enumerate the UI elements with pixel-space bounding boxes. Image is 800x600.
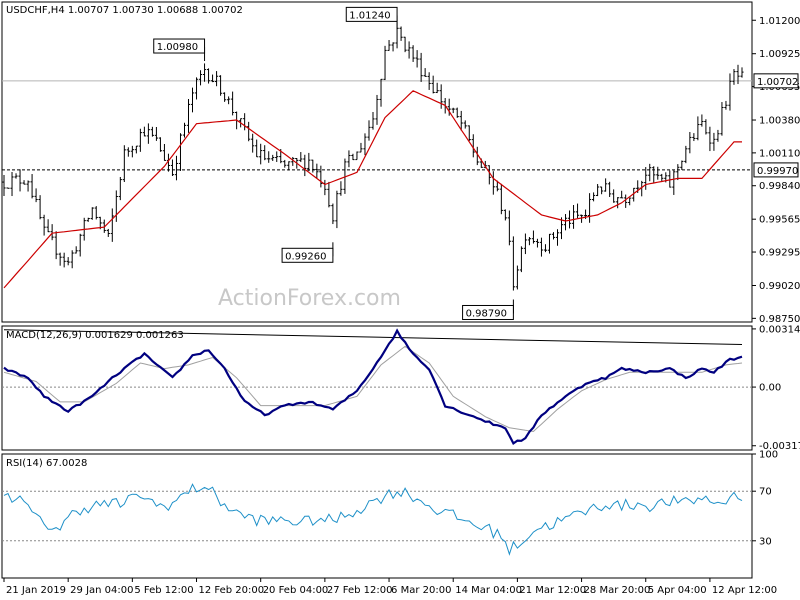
price-annotations: 1.00980 0.99260 1.01240 0.98790 — [153, 6, 514, 320]
rsi-y-tick-label: 70 — [759, 487, 772, 498]
rsi-panel: 100 70 30 RSI(14) 67.0028 — [1, 450, 778, 579]
price-y-tick-label: 1.00110 — [759, 148, 800, 159]
price-markers: 0.99970 1.00702 — [753, 73, 799, 178]
price-y-tick-label: 0.99020 — [759, 281, 800, 292]
macd-panel: 0.003143 0.00 -0.00317 MACD(12,26,9) 0.001… — [1, 324, 800, 452]
x-tick-label: 28 Mar 20:00 — [584, 585, 651, 596]
x-tick-label: 12 Feb 20:00 — [199, 585, 265, 596]
macd-y-axis: 0.003143 0.00 -0.00317 — [752, 324, 800, 452]
x-axis: 21 Jan 2019 29 Jan 04:00 5 Feb 12:00 12 Feb… — [3, 578, 777, 596]
macd-panel-frame — [1, 325, 753, 451]
macd-signal-line — [3, 345, 743, 433]
price-panel: ActionForex.com 1.012001.009251.006551.0… — [1, 1, 800, 325]
rsi-y-axis: 100 70 30 — [752, 450, 778, 547]
macd-title: MACD(12,26,9) 0.001629 0.001263 — [6, 330, 184, 341]
support-marker-label: 0.99970 — [757, 166, 798, 177]
moving-average-line — [3, 90, 742, 289]
price-candles — [2, 22, 744, 291]
x-tick-label: 6 Mar 20:00 — [391, 585, 451, 596]
x-tick-label: 12 Apr 12:00 — [712, 585, 777, 596]
x-tick-label: 5 Apr 04:00 — [648, 585, 707, 596]
watermark: ActionForex.com — [218, 286, 401, 311]
macd-y-tick-label: 0.003143 — [759, 324, 800, 335]
x-tick-label: 21 Mar 12:00 — [519, 585, 586, 596]
annotation-label: 0.99260 — [285, 251, 326, 262]
annotation-box — [345, 6, 398, 22]
rsi-y-tick-label: 30 — [759, 536, 772, 547]
price-y-tick-label: 0.99565 — [759, 215, 800, 226]
annotation-label: 1.00980 — [157, 42, 198, 53]
annotation-label: 0.98790 — [466, 308, 507, 319]
rsi-line — [3, 483, 743, 556]
annotation-label: 1.01240 — [349, 10, 390, 21]
x-tick-label: 29 Jan 04:00 — [70, 585, 133, 596]
x-tick-label: 14 Mar 04:00 — [455, 585, 522, 596]
current-price-marker — [753, 73, 799, 89]
price-y-tick-label: 1.00380 — [759, 116, 800, 127]
price-y-tick-label: 0.98750 — [759, 314, 800, 325]
support-marker — [753, 162, 799, 178]
rsi-panel-frame — [1, 453, 753, 579]
price-panel-frame — [1, 1, 753, 323]
x-tick-label: 5 Feb 12:00 — [134, 585, 193, 596]
price-y-tick-label: 0.99840 — [759, 181, 800, 192]
price-title: USDCHF,H4 1.00707 1.00730 1.00688 1.0070… — [6, 5, 243, 16]
annotation-box — [281, 247, 334, 263]
x-tick-label: 20 Feb 04:00 — [263, 585, 329, 596]
rsi-title: RSI(14) 67.0028 — [6, 458, 87, 469]
annotation-box — [462, 304, 514, 320]
rsi-levels — [2, 490, 752, 542]
x-tick-label: 27 Feb 12:00 — [327, 585, 393, 596]
x-tick-label: 21 Jan 2019 — [6, 585, 66, 596]
price-y-tick-label: 1.01200 — [759, 16, 800, 27]
price-y-tick-label: 1.00925 — [759, 49, 800, 60]
macd-long-line — [3, 329, 743, 346]
rsi-y-tick-label: 100 — [759, 450, 778, 461]
annotation-box — [153, 38, 206, 54]
current-price-marker-label: 1.00702 — [757, 77, 798, 88]
price-y-tick-label: 0.99295 — [759, 248, 800, 259]
macd-y-tick-label: 0.00 — [759, 383, 781, 394]
macd-main-line — [3, 328, 743, 446]
price-levels — [2, 80, 752, 171]
macd-y-tick-label: -0.00317 — [759, 441, 800, 452]
